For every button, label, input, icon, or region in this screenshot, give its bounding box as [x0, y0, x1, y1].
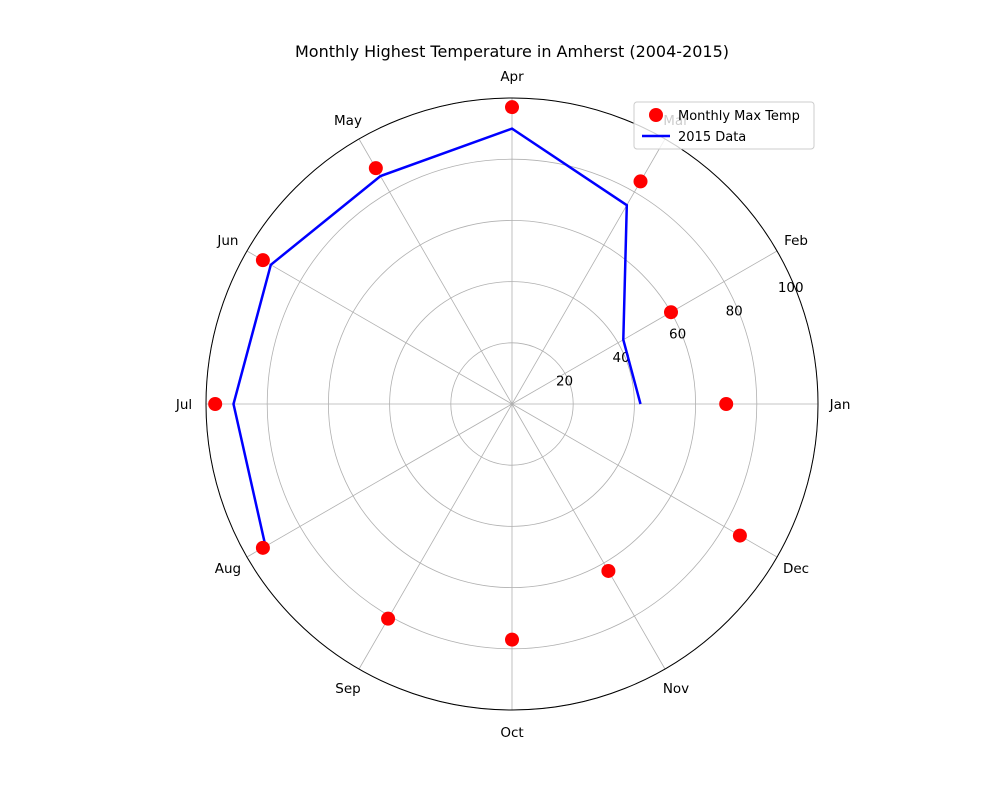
data-point-jun — [255, 253, 270, 268]
angular-tick-label: Jan — [829, 397, 851, 413]
angular-gridline — [246, 403, 513, 558]
angular-tick-label: May — [334, 113, 362, 129]
legend-box — [633, 101, 815, 150]
radial-tick-label: 40 — [612, 350, 629, 366]
chart-title: Monthly Highest Temperature in Amherst (… — [295, 42, 729, 61]
data-point-sep — [381, 611, 396, 626]
angular-tick-label: Nov — [663, 681, 689, 697]
angular-tick-label: Aug — [215, 561, 241, 577]
legend-label: Monthly Max Temp — [678, 109, 800, 124]
polar-frame — [205, 97, 819, 711]
legend: Monthly Max Temp 2015 Data — [633, 101, 815, 150]
data-point-aug — [255, 540, 270, 555]
angular-tick-label: Apr — [500, 69, 524, 85]
legend-label: 2015 Data — [678, 130, 746, 145]
angular-tick-label: Sep — [335, 681, 360, 697]
data-point-oct — [505, 632, 519, 647]
angular-tick-label: Jun — [216, 233, 238, 249]
scatter-series — [208, 100, 747, 647]
radial-tick-label: 20 — [556, 374, 573, 390]
radial-tick-label: 60 — [669, 327, 686, 343]
polar-grid — [205, 97, 819, 711]
legend-marker-swatch — [649, 108, 663, 122]
angular-gridline — [358, 403, 513, 670]
angular-gridline — [246, 250, 513, 405]
data-point-apr — [505, 100, 519, 115]
radial-tick-label: 80 — [726, 303, 743, 319]
data-point-nov — [601, 563, 616, 578]
data-point-mar — [633, 174, 648, 189]
angular-gridline — [511, 403, 666, 670]
angular-gridline — [511, 250, 778, 405]
radial-tick-label: 100 — [778, 280, 804, 296]
data-point-dec — [732, 528, 747, 543]
angular-tick-label: Dec — [783, 561, 809, 577]
data-point-may — [368, 161, 383, 176]
line-series — [232, 127, 642, 547]
angular-tick-label: Feb — [784, 233, 808, 249]
data-point-jan — [719, 397, 734, 411]
series-line-2015 — [232, 127, 642, 547]
angular-gridline — [511, 403, 778, 558]
angular-tick-label: Oct — [500, 725, 523, 741]
angular-gridline — [358, 138, 513, 405]
data-point-jul — [208, 397, 223, 411]
radial-tick-labels: 20 40 60 80 100 — [556, 280, 804, 390]
angular-tick-label: Jul — [175, 397, 192, 413]
data-point-feb — [664, 305, 679, 320]
